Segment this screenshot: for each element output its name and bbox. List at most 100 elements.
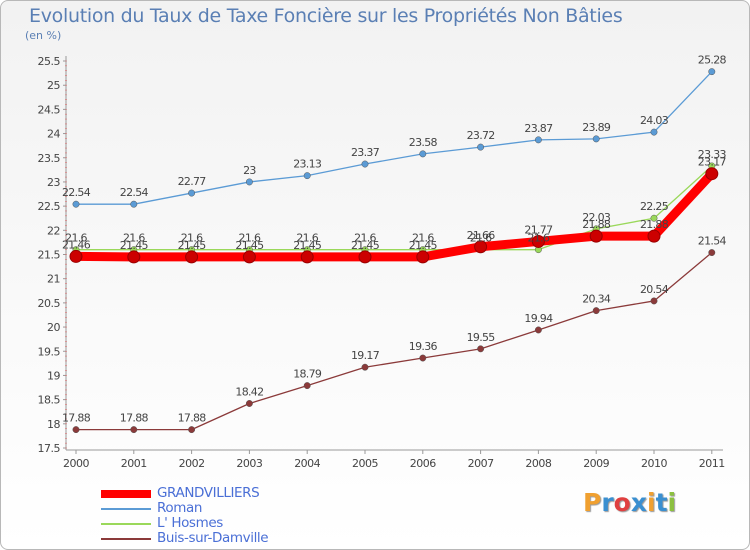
data-point-3 bbox=[245, 400, 253, 407]
y-tick-label: 20.5 bbox=[38, 297, 61, 310]
data-point-0 bbox=[416, 250, 430, 264]
data-label-2: 21.6 bbox=[181, 232, 203, 245]
data-point-1 bbox=[650, 128, 658, 136]
data-label-0: 21.46 bbox=[62, 238, 91, 251]
x-tick-label: 2004 bbox=[294, 457, 320, 470]
y-tick-label: 20 bbox=[47, 321, 60, 334]
chart-title: Evolution du Taux de Taxe Foncière sur l… bbox=[29, 5, 623, 27]
data-point-0 bbox=[69, 249, 83, 263]
logo-letter: t bbox=[655, 488, 668, 517]
data-label-2: 21.6 bbox=[354, 232, 376, 245]
data-point-3 bbox=[130, 426, 138, 434]
data-label-1: 23.13 bbox=[293, 158, 322, 171]
legend-label: Roman bbox=[157, 500, 203, 516]
y-tick-label: 23 bbox=[47, 176, 60, 189]
data-label-3: 17.88 bbox=[178, 412, 207, 425]
legend-swatch bbox=[101, 522, 151, 525]
x-tick-label: 2007 bbox=[468, 457, 494, 470]
data-label-2: 21.6 bbox=[412, 232, 434, 245]
data-label-2: 22.03 bbox=[582, 211, 611, 224]
data-point-3 bbox=[361, 363, 369, 371]
data-label-0: 21.45 bbox=[293, 239, 322, 252]
y-tick-label: 19.5 bbox=[38, 345, 61, 358]
data-point-0 bbox=[300, 250, 314, 264]
data-label-3: 18.79 bbox=[293, 368, 322, 381]
legend-swatch bbox=[101, 537, 151, 540]
y-tick-label: 22 bbox=[47, 224, 60, 237]
data-point-3 bbox=[477, 345, 485, 353]
x-tick-label: 2009 bbox=[583, 457, 609, 470]
data-label-1: 23.37 bbox=[351, 146, 380, 159]
y-tick-label: 22.5 bbox=[38, 200, 61, 213]
x-tick-label: 2011 bbox=[699, 457, 725, 470]
data-label-1: 25.28 bbox=[698, 54, 727, 67]
x-tick-label: 2003 bbox=[236, 457, 262, 470]
data-point-3 bbox=[592, 307, 600, 315]
data-label-3: 17.88 bbox=[62, 412, 91, 425]
y-tick-label: 23.5 bbox=[38, 152, 61, 165]
data-label-0: 21.45 bbox=[120, 239, 149, 252]
data-point-1 bbox=[592, 135, 600, 143]
logo-letter: i bbox=[667, 488, 677, 517]
data-label-2: 21.6 bbox=[239, 232, 261, 245]
x-tick-label: 2002 bbox=[179, 457, 205, 470]
y-tick-label: 18 bbox=[47, 418, 60, 431]
data-point-1 bbox=[303, 172, 311, 180]
logo-letter: r bbox=[601, 488, 614, 517]
x-tick-label: 2006 bbox=[410, 457, 436, 470]
data-label-3: 20.54 bbox=[640, 283, 669, 296]
y-tick-label: 25 bbox=[47, 79, 60, 92]
proxiti-logo: Proxiti bbox=[583, 488, 676, 517]
y-tick-label: 21 bbox=[47, 273, 60, 286]
data-point-2 bbox=[650, 214, 658, 222]
data-point-0 bbox=[647, 229, 661, 243]
data-label-1: 22.54 bbox=[120, 186, 149, 199]
y-tick-label: 17.5 bbox=[38, 442, 61, 455]
data-point-0 bbox=[705, 167, 719, 181]
data-label-1: 23.89 bbox=[582, 121, 611, 134]
legend-item: GRANDVILLIERS bbox=[101, 486, 268, 501]
series-line-1 bbox=[75, 70, 713, 205]
data-point-0 bbox=[127, 250, 141, 264]
data-label-2: 21.6 bbox=[296, 232, 318, 245]
data-point-3 bbox=[708, 249, 716, 257]
data-label-3: 20.34 bbox=[582, 293, 611, 306]
data-label-0: 23.17 bbox=[698, 156, 727, 169]
data-label-1: 24.03 bbox=[640, 114, 669, 127]
y-tick-label: 19 bbox=[47, 369, 60, 382]
y-tick-label: 21.5 bbox=[38, 249, 61, 262]
data-label-1: 23.58 bbox=[409, 136, 438, 149]
data-point-3 bbox=[72, 426, 80, 434]
data-label-3: 17.88 bbox=[120, 412, 149, 425]
data-point-1 bbox=[188, 189, 196, 197]
legend-label: GRANDVILLIERS bbox=[157, 485, 260, 501]
series-line-3 bbox=[75, 251, 713, 431]
data-label-3: 18.42 bbox=[235, 385, 263, 398]
data-point-1 bbox=[245, 178, 253, 186]
legend-item: Buis-sur-Damville bbox=[101, 531, 269, 546]
data-point-0 bbox=[185, 250, 199, 264]
series-line-2 bbox=[75, 165, 713, 251]
data-point-3 bbox=[534, 326, 542, 334]
data-label-0: 21.45 bbox=[178, 239, 207, 252]
data-point-3 bbox=[419, 354, 427, 362]
logo-letter: P bbox=[583, 488, 602, 517]
y-axis-unit: (en %) bbox=[25, 29, 62, 42]
data-label-0: 21.88 bbox=[640, 218, 669, 231]
data-label-0: 21.66 bbox=[467, 229, 496, 242]
legend-item: Roman bbox=[101, 501, 268, 516]
data-label-0: 21.77 bbox=[524, 223, 553, 236]
data-label-1: 23.87 bbox=[524, 122, 553, 135]
x-tick-label: 2005 bbox=[352, 457, 378, 470]
data-point-1 bbox=[534, 136, 542, 144]
legend-swatch bbox=[101, 507, 151, 510]
x-tick-label: 2000 bbox=[63, 457, 89, 470]
data-label-3: 19.36 bbox=[409, 340, 438, 353]
data-label-1: 22.77 bbox=[178, 175, 207, 188]
logo-letter: o bbox=[613, 488, 631, 517]
data-label-0: 21.88 bbox=[582, 218, 611, 231]
data-point-1 bbox=[72, 200, 80, 208]
data-label-2: 21.6 bbox=[470, 232, 492, 245]
